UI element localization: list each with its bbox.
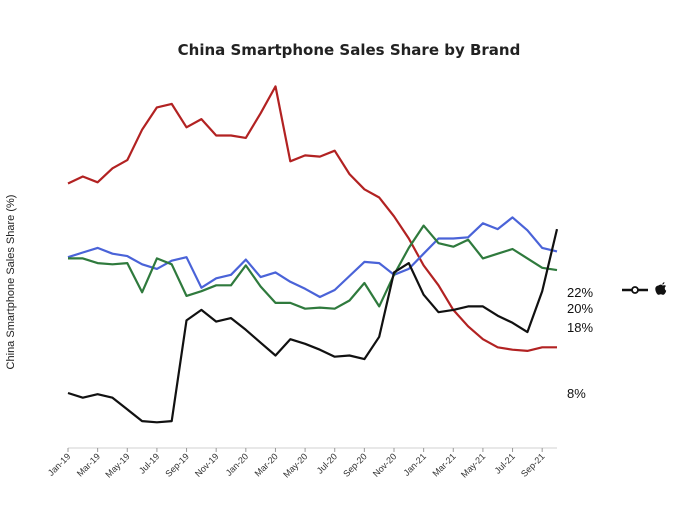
x-tick-label: Mar-20: [253, 451, 280, 478]
x-tick-label: Mar-19: [75, 451, 102, 478]
x-axis: Jan-19 Mar-19 May-19 Jul-19 Sep-19 Nov-19 Jan-…: [46, 447, 557, 480]
apple-logo-icon: [655, 282, 667, 295]
apple-legend-marker: [622, 282, 667, 295]
x-tick-label: Jul-19: [137, 451, 161, 475]
series-lines: [67, 85, 559, 424]
series-line-2: [68, 224, 558, 310]
end-labels: 22%20% 18% 8%: [567, 285, 593, 401]
x-tick-label: Jan-19: [46, 451, 73, 478]
chart-title: China Smartphone Sales Share by Brand: [178, 41, 521, 59]
end-value-label: 8%: [567, 386, 586, 401]
x-tick-label: Jan-20: [224, 451, 251, 478]
x-tick-label: Mar-21: [430, 451, 457, 478]
end-value-label: 20%: [567, 301, 593, 316]
series-line-3: [67, 228, 559, 424]
x-tick-label: Nov-19: [193, 451, 221, 479]
series-line-0: [67, 85, 557, 352]
x-tick-label: May-21: [459, 451, 487, 479]
x-tick-label: Jan-21: [402, 451, 429, 478]
x-tick-label: Jul-20: [315, 451, 339, 475]
x-tick-label: Sep-21: [519, 451, 547, 479]
x-tick-label: May-20: [281, 451, 309, 479]
x-tick-label: Nov-20: [371, 451, 399, 479]
end-value-label: 18%: [567, 320, 593, 335]
y-axis-label: China Smartphone Sales Share (%): [5, 195, 17, 370]
series-line-1: [67, 216, 558, 299]
end-value-label: 22%: [567, 285, 593, 300]
x-tick-label: Sep-19: [163, 451, 191, 479]
x-tick-label: Sep-20: [341, 451, 369, 479]
x-tick-label: May-19: [103, 451, 131, 479]
x-tick-label: Jul-21: [493, 451, 517, 475]
